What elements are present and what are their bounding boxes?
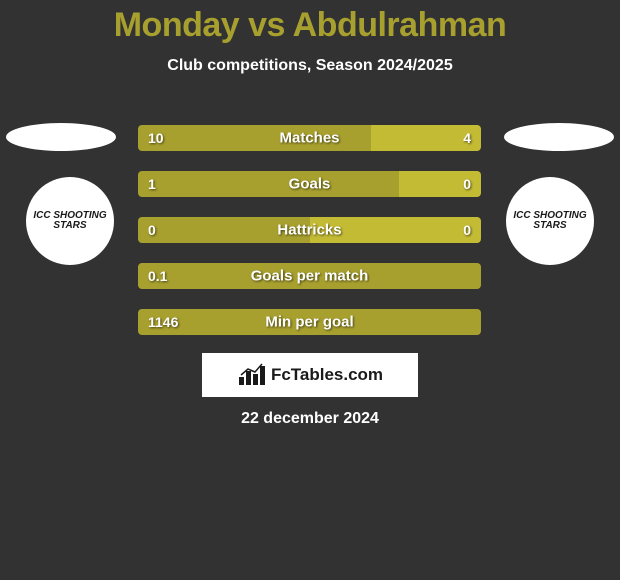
stat-row: Matches 10 4 bbox=[138, 125, 481, 151]
stat-value-right: 0 bbox=[463, 222, 471, 238]
branding-badge: FcTables.com bbox=[202, 353, 418, 397]
branding-text: FcTables.com bbox=[271, 365, 383, 385]
stat-value-left: 0.1 bbox=[148, 268, 167, 284]
page-subtitle: Club competitions, Season 2024/2025 bbox=[0, 57, 620, 75]
club-badge-right: ICC SHOOTING STARS bbox=[506, 177, 594, 265]
player-avatar-left bbox=[6, 123, 116, 151]
stat-label: Goals per match bbox=[251, 268, 369, 285]
page-title: Monday vs Abdulrahman bbox=[0, 6, 620, 45]
stat-bar-left bbox=[138, 171, 399, 197]
stat-value-left: 1146 bbox=[148, 314, 178, 330]
stat-row: Goals 1 0 bbox=[138, 171, 481, 197]
stat-value-left: 10 bbox=[148, 130, 164, 146]
club-badge-right-label: ICC SHOOTING STARS bbox=[506, 211, 594, 231]
stat-label: Goals bbox=[289, 176, 331, 193]
club-badge-left: ICC SHOOTING STARS bbox=[26, 177, 114, 265]
comparison-date: 22 december 2024 bbox=[241, 410, 379, 428]
comparison-bars: Matches104Goals10Hattricks00Goals per ma… bbox=[138, 125, 481, 355]
stat-value-right: 0 bbox=[463, 176, 471, 192]
stat-row: Goals per match 0.1 bbox=[138, 263, 481, 289]
stat-value-right: 4 bbox=[463, 130, 471, 146]
stat-row: Min per goal 1146 bbox=[138, 309, 481, 335]
stat-value-left: 0 bbox=[148, 222, 156, 238]
chart-icon bbox=[237, 363, 267, 387]
player-avatar-right bbox=[504, 123, 614, 151]
stat-value-left: 1 bbox=[148, 176, 156, 192]
stat-row: Hattricks 0 0 bbox=[138, 217, 481, 243]
stat-label: Min per goal bbox=[265, 314, 353, 331]
stat-label: Hattricks bbox=[277, 222, 341, 239]
club-badge-left-label: ICC SHOOTING STARS bbox=[26, 211, 114, 231]
stat-label: Matches bbox=[279, 130, 339, 147]
